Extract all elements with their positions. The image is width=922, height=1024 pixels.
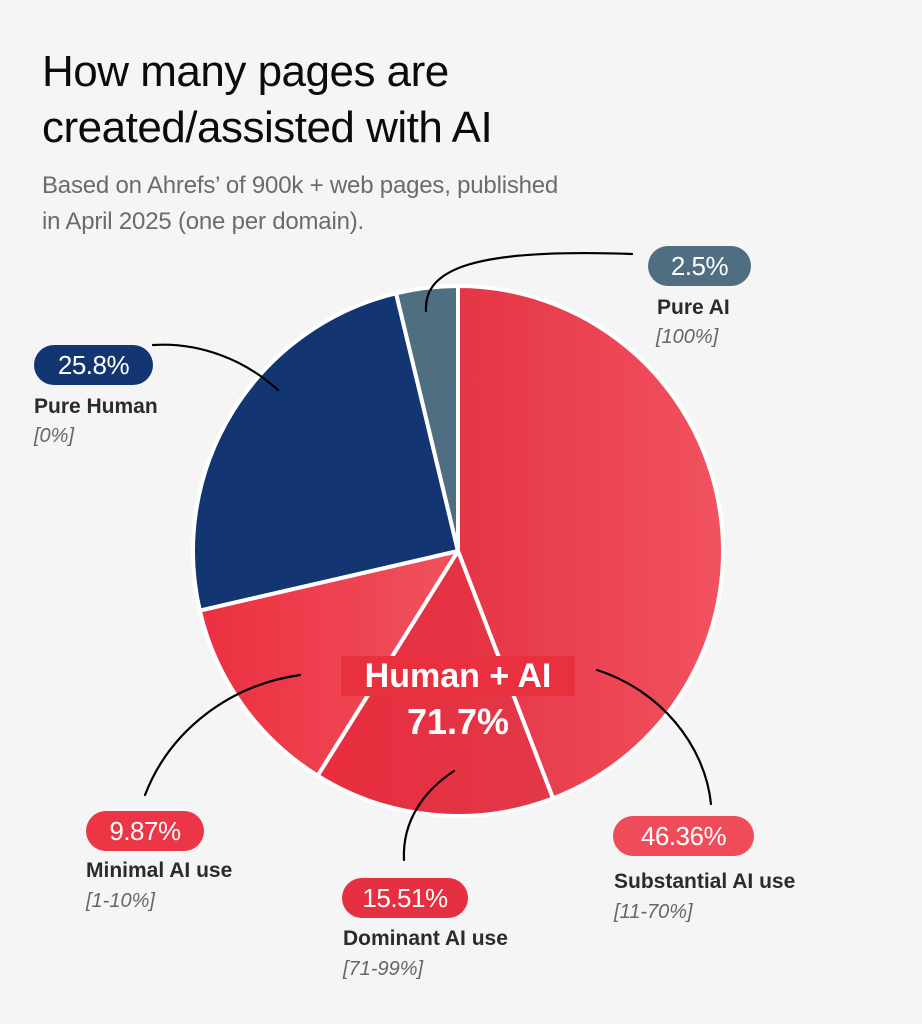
- minimal-ai-range: [1-10%]: [86, 890, 155, 912]
- substantial-ai-range: [11-70%]: [614, 901, 693, 923]
- slice-pure-ai: [394, 283, 460, 553]
- title-line-1: How many pages are: [42, 47, 449, 96]
- pure-ai-range: [100%]: [656, 326, 719, 348]
- minimal-ai-label: Minimal AI use: [86, 859, 233, 882]
- connector-dominant: [402, 769, 456, 862]
- connector-substantial: [595, 668, 713, 806]
- pure-human-range: [0%]: [34, 425, 75, 447]
- subtitle-line-2: in April 2025 (one per domain).: [42, 208, 364, 235]
- chart-subtitle: Based on Ahrefs’ of 900k + web pages, pu…: [42, 168, 558, 240]
- dominant-ai-range: [71-99%]: [343, 958, 424, 980]
- pure-human-value-pill: 25.8%: [34, 345, 153, 385]
- minimal-ai-value-pill: 9.87%: [86, 811, 204, 851]
- substantial-ai-value-pill: 46.36%: [613, 816, 754, 856]
- slice-minimal-ai-use: [197, 549, 460, 778]
- substantial-ai-label: Substantial AI use: [614, 870, 796, 893]
- dominant-ai-label: Dominant AI use: [343, 927, 508, 950]
- pure-human-label: Pure Human: [34, 395, 158, 418]
- center-label-value: 71.7%: [406, 701, 510, 742]
- chart-title: How many pages are created/assisted with…: [42, 44, 493, 156]
- pure-ai-value-pill: 2.5%: [648, 246, 751, 286]
- center-label-title: Human + AI: [341, 656, 575, 696]
- slice-pure-human: [191, 291, 460, 613]
- connector-pure-human: [151, 343, 280, 392]
- title-line-2: created/assisted with AI: [42, 103, 493, 152]
- subtitle-line-1: Based on Ahrefs’ of 900k + web pages, pu…: [42, 172, 559, 199]
- pure-ai-label: Pure AI: [657, 296, 730, 319]
- connector-minimal: [143, 673, 302, 797]
- dominant-ai-value-pill: 15.51%: [342, 878, 468, 918]
- connector-pure-ai: [424, 251, 634, 313]
